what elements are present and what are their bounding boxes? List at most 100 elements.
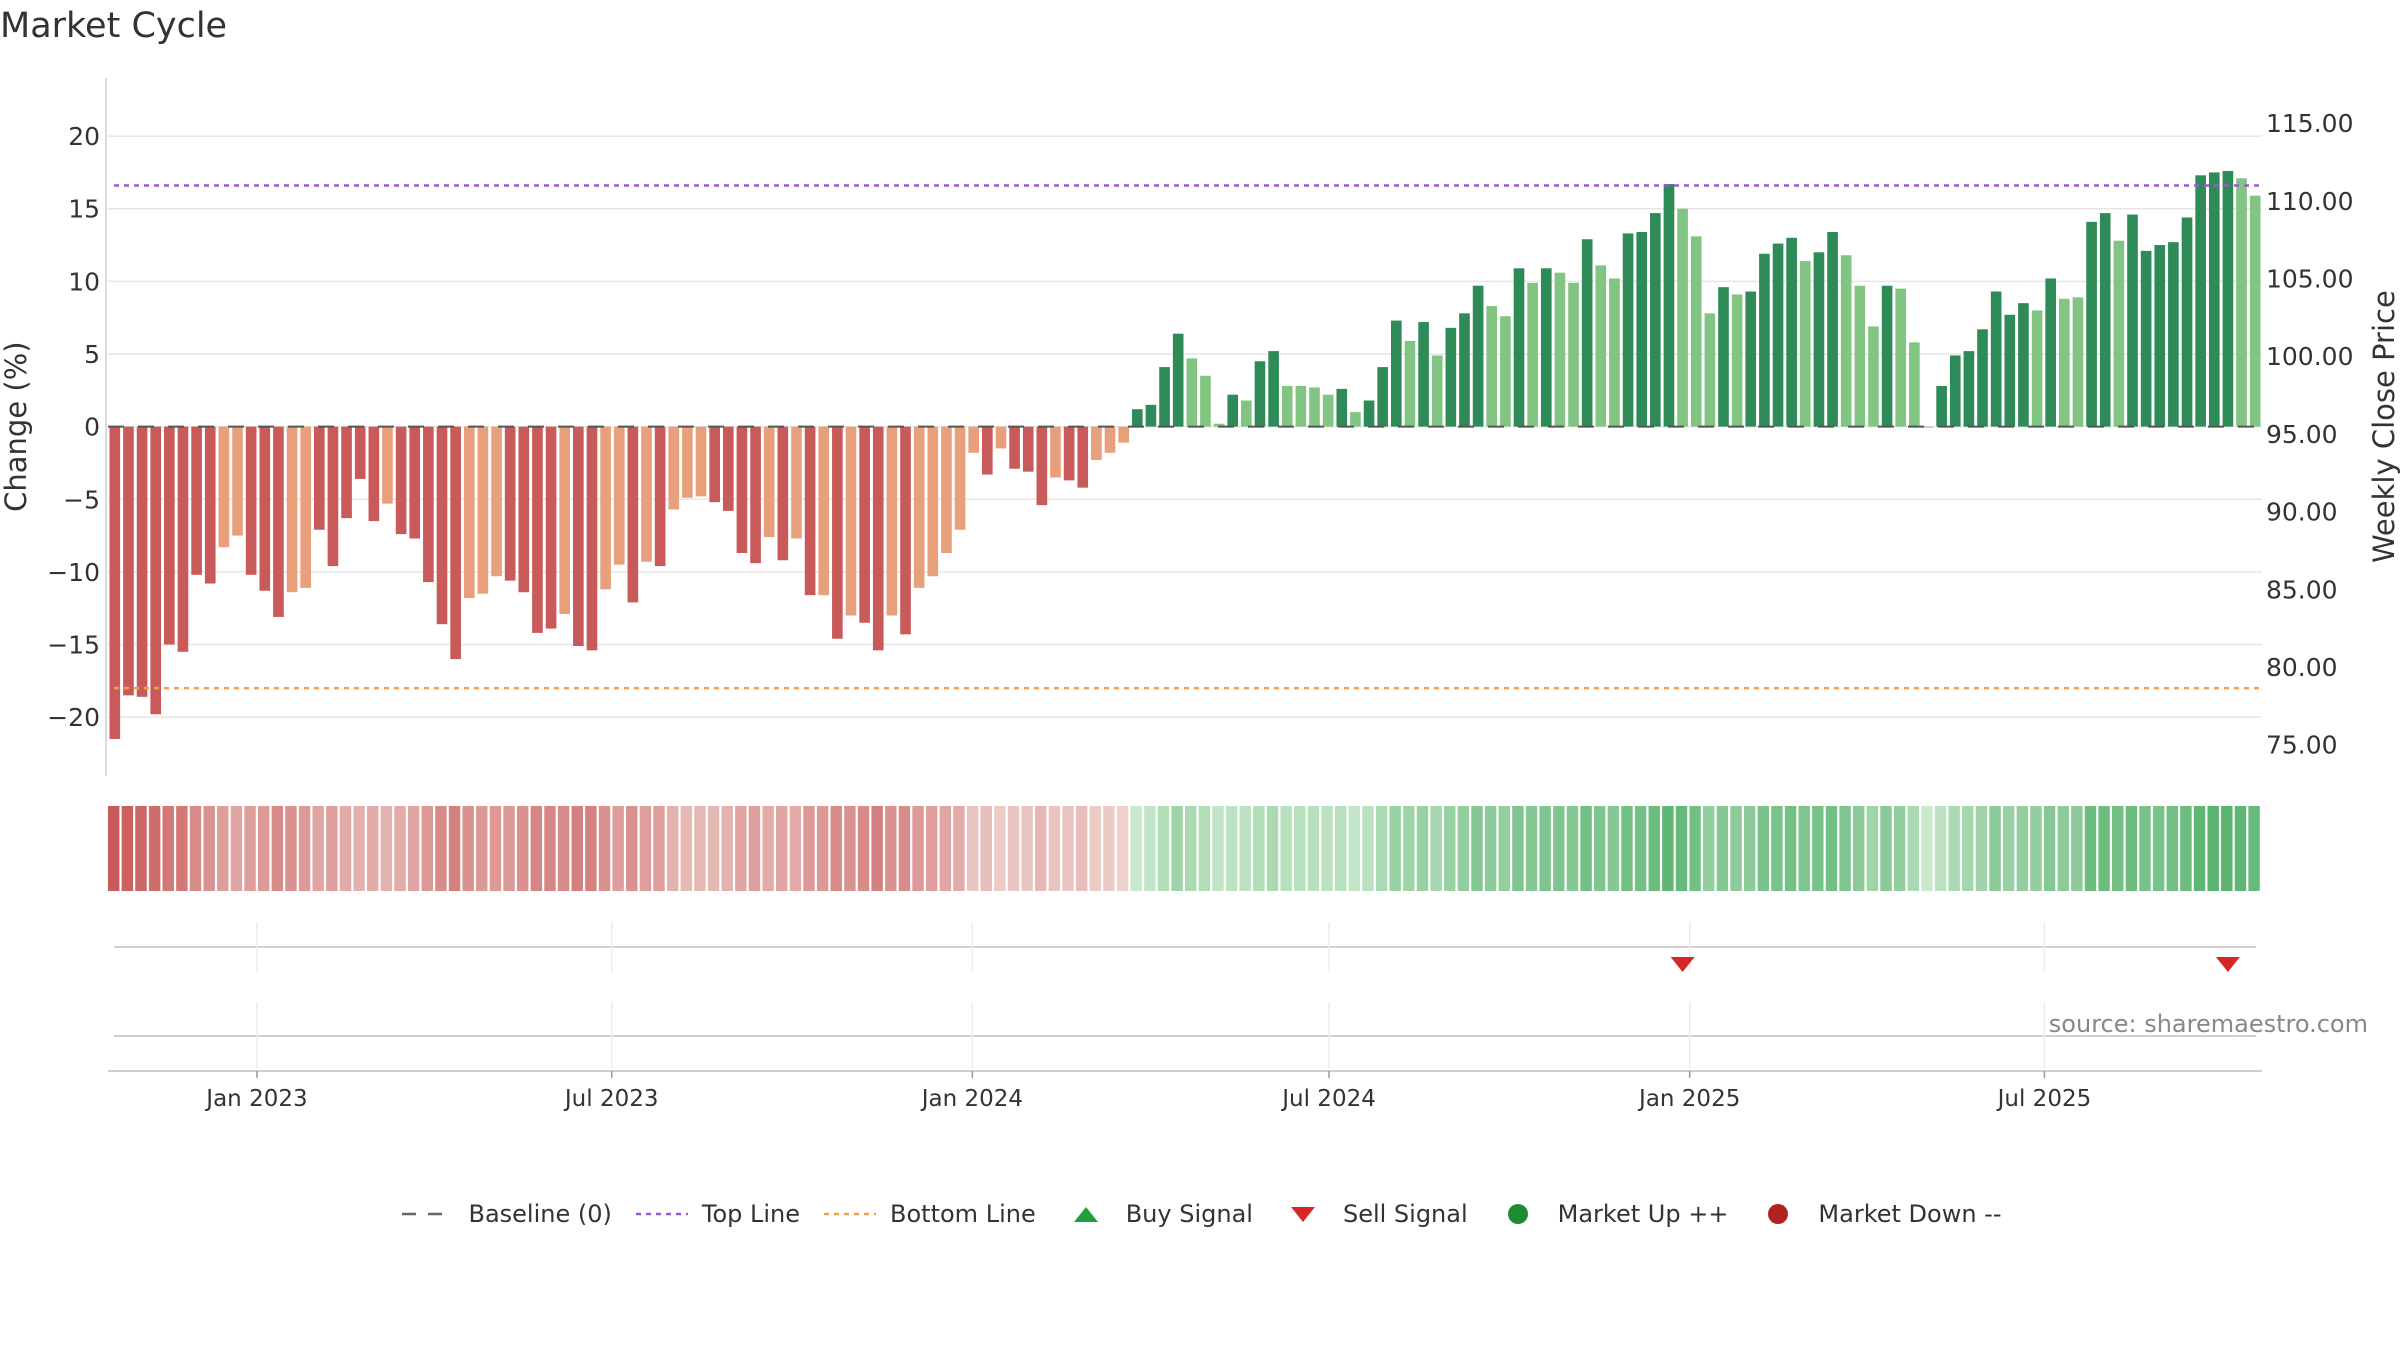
bar	[1022, 426, 1034, 472]
bar	[1213, 423, 1225, 427]
bar	[1513, 268, 1525, 427]
y2-tick-label: 105.00	[2266, 264, 2353, 293]
bar	[286, 426, 298, 593]
heatmap-cell	[2166, 806, 2179, 891]
heatmap-cell	[1185, 806, 1197, 891]
y2-tick-label: 80.00	[2266, 653, 2338, 682]
bar	[232, 426, 243, 536]
heatmap-cell	[2193, 806, 2206, 891]
bar	[395, 426, 407, 535]
legend-item: Market Down --	[1748, 1200, 2002, 1228]
bar	[1309, 387, 1320, 427]
bar	[1895, 288, 1907, 427]
legend-item: Market Up ++	[1488, 1200, 1729, 1228]
heatmap-cell	[557, 806, 570, 891]
bar	[341, 426, 352, 519]
heatmap-cell	[476, 806, 488, 891]
bar	[722, 426, 734, 511]
heatmap-strip	[108, 806, 2260, 891]
heatmap-cell	[803, 806, 815, 891]
bar	[2208, 172, 2220, 427]
y2-tick-label: 115.00	[2266, 109, 2353, 138]
x-axis: Jan 2023 Jul 2023 Jan 2024 Jul 2024 Jan 2025…	[108, 1070, 2262, 1112]
bar	[641, 426, 652, 562]
legend-item: Baseline (0)	[398, 1200, 612, 1228]
heatmap-cell	[162, 806, 174, 891]
heatmap-cell	[217, 806, 229, 891]
bar	[1472, 285, 1484, 427]
market-cycle-chart: −20 −15 −10 −5 0 5 10 15 20 75.00 80.00 85.00 90.00 9…	[0, 78, 2400, 1112]
legend-symbol	[398, 1202, 458, 1226]
bar	[1786, 237, 1797, 427]
heatmap-cell	[135, 806, 147, 891]
bar	[1172, 333, 1184, 427]
bar	[2045, 278, 2057, 427]
bar	[2059, 298, 2070, 427]
heatmap-cell	[1484, 806, 1497, 891]
heatmap-cell	[885, 806, 897, 891]
heatmap-cell	[1907, 806, 1919, 891]
bar	[695, 426, 707, 497]
heatmap-cell	[1144, 806, 1156, 891]
bar	[654, 426, 666, 567]
bar	[1336, 388, 1348, 427]
bar	[1936, 385, 1947, 427]
heatmap-cell	[2125, 806, 2138, 891]
heatmap-cell	[1798, 806, 1810, 891]
heatmap-cell	[2071, 806, 2083, 891]
heatmap-cell	[2030, 806, 2042, 891]
bar	[2099, 213, 2111, 427]
legend-symbol	[1056, 1202, 1116, 1226]
bar	[1977, 329, 1988, 427]
heatmap-cell	[1021, 806, 1033, 891]
heatmap-cell	[1921, 806, 1933, 891]
bar	[1077, 426, 1089, 488]
heatmap-cell	[407, 806, 420, 891]
heatmap-cell	[1157, 806, 1170, 891]
heatmap-cell	[285, 806, 297, 891]
bar	[1636, 231, 1648, 427]
bar	[1595, 265, 1607, 427]
bar	[1963, 351, 1975, 427]
y2-axis-label: Weekly Close Price	[2367, 290, 2400, 563]
bar	[1118, 426, 1129, 443]
bar	[136, 426, 148, 697]
bar	[273, 426, 284, 617]
heatmap-cell	[953, 806, 965, 891]
heatmap-cell	[1525, 806, 1538, 891]
bar	[1322, 394, 1334, 427]
legend-label: Market Up ++	[1557, 1200, 1729, 1228]
bar	[859, 426, 870, 623]
heatmap-cell	[462, 806, 474, 891]
heatmap-cell	[1703, 806, 1715, 891]
heatmap-cell	[435, 806, 447, 891]
heatmap-cell	[1580, 806, 1592, 891]
bar	[763, 426, 775, 538]
heatmap-cell	[1075, 806, 1088, 891]
bar	[1050, 426, 1061, 478]
bar	[150, 426, 162, 715]
heatmap-cell	[1116, 806, 1129, 891]
heatmap-cell	[1512, 806, 1524, 891]
bar	[164, 426, 175, 645]
heatmap-cell	[1621, 806, 1633, 891]
bar	[1677, 208, 1688, 427]
heatmap-cell	[2248, 806, 2260, 891]
bar	[995, 426, 1007, 449]
legend-label: Sell Signal	[1342, 1200, 1468, 1228]
bar	[818, 426, 830, 596]
heatmap-cell	[544, 806, 556, 891]
bar	[1609, 278, 1620, 427]
heatmap-cell	[1171, 806, 1183, 891]
heatmap-cell	[789, 806, 802, 891]
heatmap-cell	[571, 806, 583, 891]
legend-symbol	[1488, 1202, 1548, 1226]
heatmap-cell	[1307, 806, 1320, 891]
heatmap-cell	[2057, 806, 2069, 891]
heatmap-cell	[1457, 806, 1470, 891]
heatmap-cell	[776, 806, 788, 891]
heatmap-cell	[830, 806, 842, 891]
heatmap-cell	[1675, 806, 1688, 891]
heatmap-cell	[925, 806, 938, 891]
heatmap-cell	[1989, 806, 2001, 891]
